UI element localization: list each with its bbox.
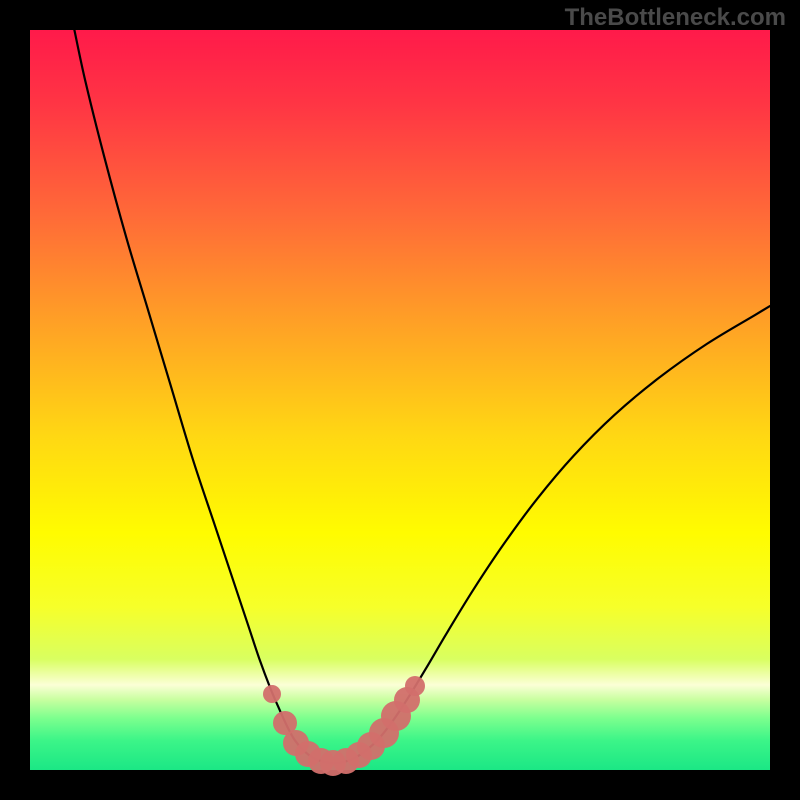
bottleneck-markers	[30, 30, 770, 770]
marker-point	[263, 685, 281, 703]
marker-point	[405, 676, 425, 696]
watermark-text: TheBottleneck.com	[565, 4, 786, 32]
chart-plot-area	[30, 30, 770, 770]
